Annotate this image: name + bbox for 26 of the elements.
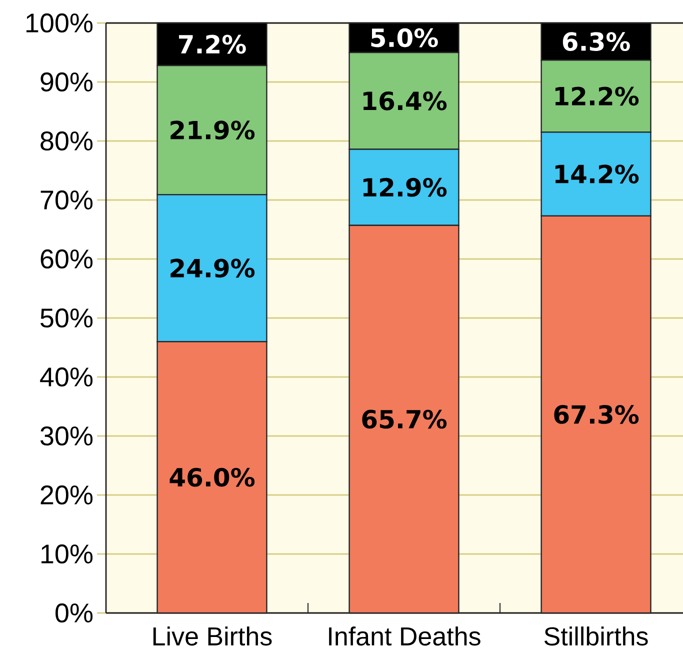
y-tick-label: 90% bbox=[40, 72, 93, 92]
x-tick-label: Live Births bbox=[153, 626, 272, 646]
y-tick-label: 10% bbox=[42, 544, 93, 564]
data-label: 24.9% bbox=[170, 258, 255, 278]
data-label: 46.0% bbox=[170, 468, 255, 487]
y-tick-label: 100% bbox=[26, 13, 93, 33]
y-tick-label: 70% bbox=[40, 190, 93, 210]
y-tick-label: 40% bbox=[40, 367, 93, 387]
y-tick-label: 20% bbox=[40, 485, 93, 505]
data-label: 14.2% bbox=[555, 164, 639, 184]
data-label: 6.3% bbox=[562, 32, 630, 52]
data-label: 67.3% bbox=[554, 405, 639, 424]
y-tick-label: 30% bbox=[40, 426, 93, 446]
y-tick-label: 60% bbox=[40, 249, 93, 269]
x-tick-label: Stillbirths bbox=[544, 626, 648, 646]
y-tick-label: 0% bbox=[56, 603, 93, 623]
data-label: 12.9% bbox=[363, 178, 447, 197]
data-label: 65.7% bbox=[362, 410, 447, 429]
data-label: 7.2% bbox=[179, 34, 246, 54]
data-label: 5.0% bbox=[371, 28, 438, 48]
y-tick-label: 50% bbox=[40, 308, 93, 328]
data-label: 16.4% bbox=[363, 91, 447, 110]
x-tick-label: Infant Deaths bbox=[329, 626, 480, 646]
data-label: 12.2% bbox=[555, 86, 639, 106]
y-tick-label: 80% bbox=[40, 131, 93, 151]
data-label: 21.9% bbox=[170, 120, 255, 140]
